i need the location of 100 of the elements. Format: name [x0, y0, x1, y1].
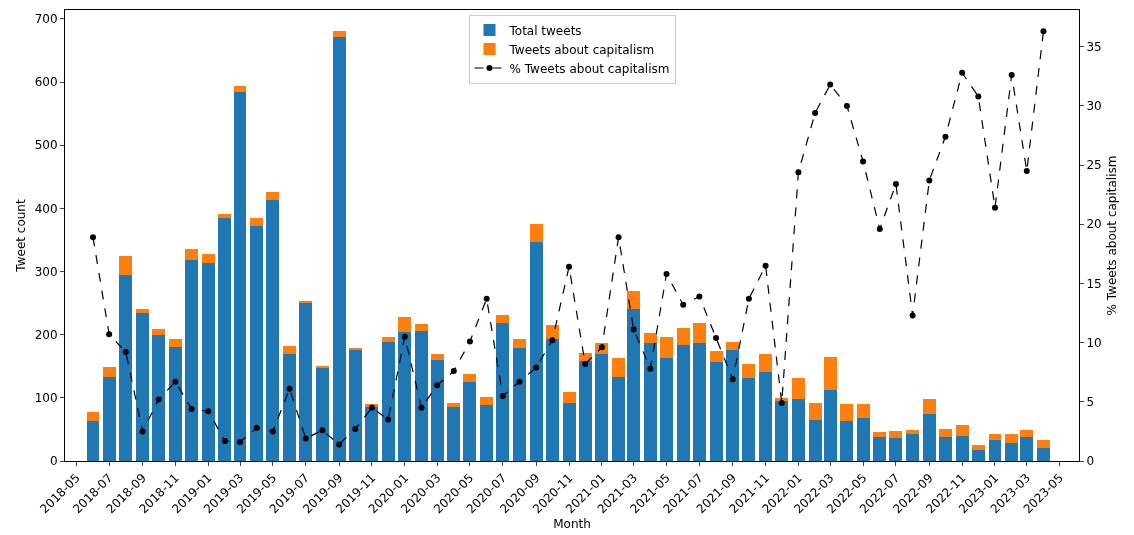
bar	[709, 351, 723, 363]
bar	[152, 335, 166, 461]
point	[319, 427, 326, 434]
point	[892, 181, 899, 188]
legend-label: Total tweets	[508, 23, 582, 38]
bar	[660, 358, 673, 461]
bar	[496, 315, 510, 324]
bar	[168, 346, 182, 461]
bar	[463, 382, 477, 461]
point	[549, 337, 556, 344]
y-axis-title: Tweet count	[13, 199, 28, 273]
point	[1040, 28, 1047, 35]
bar	[643, 333, 657, 343]
bar	[1005, 434, 1019, 443]
bar	[119, 275, 133, 461]
point	[795, 169, 802, 176]
point	[139, 428, 146, 435]
bar	[612, 376, 626, 461]
bar	[1005, 442, 1019, 461]
bar	[562, 392, 576, 403]
bar	[971, 449, 985, 461]
bar	[562, 402, 576, 461]
bar	[201, 254, 215, 264]
bar	[233, 86, 247, 93]
point	[122, 349, 129, 356]
bar	[218, 214, 232, 218]
bar	[348, 350, 362, 461]
bar	[775, 400, 789, 461]
point	[418, 404, 425, 411]
bar	[791, 399, 805, 461]
y-tick-label: 200	[34, 327, 58, 342]
point	[942, 133, 949, 140]
point	[729, 376, 736, 383]
point	[516, 378, 523, 385]
point	[450, 368, 457, 375]
point	[843, 102, 850, 109]
bar	[808, 402, 822, 420]
bar	[971, 445, 985, 450]
bar	[709, 362, 723, 461]
bar	[643, 342, 657, 461]
bar	[250, 226, 264, 461]
bar	[136, 313, 150, 461]
point	[926, 177, 933, 184]
y2-tick-label: 20	[1086, 217, 1102, 232]
point	[566, 263, 573, 270]
bar	[840, 404, 854, 422]
point	[713, 334, 720, 341]
bar	[692, 323, 706, 343]
bar	[218, 217, 232, 461]
y2-tick-label: 25	[1086, 158, 1102, 173]
point	[172, 378, 179, 385]
point	[483, 295, 490, 302]
bar	[365, 407, 379, 461]
bar	[315, 368, 329, 461]
bar	[988, 434, 1002, 441]
point	[205, 408, 212, 415]
bar	[381, 337, 395, 343]
bar	[922, 399, 936, 414]
point	[466, 338, 473, 345]
point	[615, 234, 622, 241]
point	[582, 360, 589, 367]
bar	[906, 433, 920, 461]
y-tick-label: 600	[34, 75, 58, 90]
bar	[726, 350, 740, 461]
point	[385, 416, 392, 423]
bar	[545, 339, 559, 461]
bar	[840, 421, 854, 461]
point	[876, 225, 883, 232]
point	[778, 400, 785, 406]
bar	[513, 347, 526, 461]
legend-label: % Tweets about capitalism	[509, 61, 670, 76]
bar	[201, 263, 215, 461]
y-tick-label: 400	[34, 201, 58, 216]
bar	[415, 330, 428, 461]
bar	[430, 359, 444, 461]
bar	[529, 224, 543, 242]
bar	[299, 303, 313, 461]
bar	[791, 378, 805, 400]
point	[155, 396, 162, 403]
y2-tick-label: 0	[1086, 454, 1095, 469]
point	[745, 295, 752, 302]
point	[909, 312, 916, 319]
point	[253, 424, 260, 431]
bar	[185, 259, 199, 461]
point	[827, 81, 834, 88]
point	[1008, 72, 1015, 79]
point	[991, 204, 998, 211]
bar	[283, 346, 297, 354]
bar	[233, 92, 247, 461]
bar	[102, 376, 116, 461]
y-tick-label: 0	[49, 454, 58, 469]
legend-label: Tweets about capitalism	[508, 42, 655, 57]
bar	[185, 249, 199, 260]
bar	[398, 316, 412, 333]
point	[499, 392, 506, 399]
bar	[102, 366, 116, 377]
bar	[595, 354, 609, 461]
bar	[742, 377, 756, 461]
point	[90, 234, 96, 241]
bar	[415, 323, 428, 331]
